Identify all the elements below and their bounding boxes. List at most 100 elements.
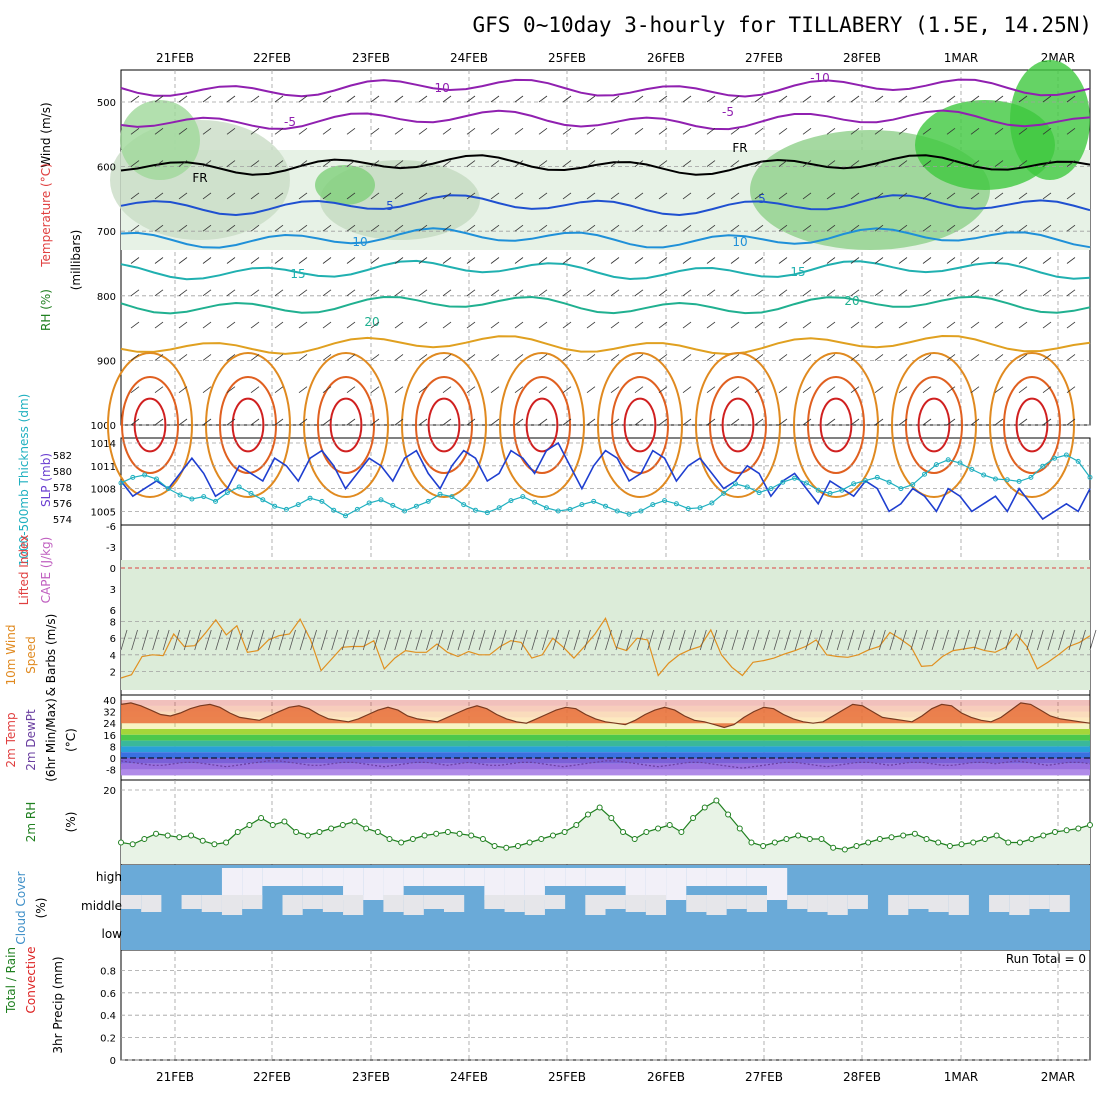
- wind-barb: [226, 321, 236, 329]
- thickness-marker: [449, 494, 455, 500]
- rh-marker: [1087, 822, 1093, 828]
- wind-barb: [682, 386, 692, 394]
- wind-barb: [394, 224, 404, 232]
- wind-barb: [130, 257, 140, 264]
- wind-barb: [658, 321, 668, 329]
- thickness-marker: [591, 498, 597, 504]
- surface-isotherm: [793, 352, 879, 498]
- wind-barb: [586, 224, 596, 232]
- wind-barb: [874, 354, 884, 361]
- wind-barb: [586, 386, 596, 394]
- wind-barb: [562, 354, 572, 361]
- wind-barb: [346, 95, 356, 103]
- rh-marker: [923, 836, 930, 842]
- rh-marker: [153, 830, 160, 837]
- wind-barb: [706, 386, 716, 394]
- wind-barb: [730, 192, 740, 200]
- wind-barb: [394, 127, 404, 135]
- thickness-marker: [614, 508, 620, 514]
- wind-barb: [490, 354, 500, 361]
- wind-barb: [274, 192, 284, 200]
- wind-barb-10m: [931, 629, 939, 651]
- wind-barb: [706, 127, 716, 135]
- wind-barb: [514, 289, 524, 297]
- isotherm-label: -10: [430, 81, 450, 95]
- wind-barb: [1066, 386, 1076, 394]
- rh-marker: [1005, 839, 1012, 846]
- thickness-marker: [662, 498, 668, 504]
- cloud-high-gap: [504, 868, 525, 900]
- wind-barb: [418, 289, 428, 297]
- wind-barb: [250, 160, 260, 167]
- cloud-high-gap: [645, 868, 667, 900]
- rh-marker: [164, 832, 171, 839]
- wind-barb: [658, 289, 668, 297]
- wind-barb: [226, 160, 236, 167]
- wind-speed-label: Speed: [24, 636, 38, 674]
- wind-barb: [778, 127, 788, 135]
- precip-tick: 0.4: [100, 1011, 116, 1022]
- wind-barb: [826, 289, 836, 297]
- wind-barb: [562, 160, 572, 167]
- cloud-mid-gap: [121, 895, 142, 909]
- run-total-label: Run Total = 0: [1006, 952, 1086, 966]
- thickness-marker: [1075, 458, 1081, 464]
- wind-barb: [682, 95, 692, 103]
- slp-tick: 1011: [91, 462, 116, 473]
- rh-marker: [1028, 836, 1035, 842]
- wind-barb: [466, 418, 476, 426]
- wind-barb: [946, 257, 956, 264]
- wind-barb: [826, 418, 836, 426]
- isotherm-label: 15: [790, 265, 805, 279]
- wind-barb: [802, 354, 812, 361]
- wind-barb-10m: [247, 629, 254, 651]
- wind-barb: [658, 386, 668, 394]
- cloud-high-gap: [262, 868, 283, 886]
- rh-marker: [258, 815, 265, 821]
- wind-barb: [1018, 224, 1028, 232]
- wind-barb: [346, 127, 356, 135]
- cloud-high-gap: [444, 868, 465, 886]
- wind-barb: [1042, 224, 1052, 232]
- wind-barb: [682, 160, 692, 167]
- wind-barb: [802, 321, 812, 329]
- isotherm-label: 20: [364, 315, 379, 329]
- surface-isotherm: [905, 376, 963, 474]
- wind-barb-10m: [626, 629, 633, 651]
- pressure-tick: 600: [97, 163, 116, 174]
- rh-marker: [491, 843, 498, 849]
- wind-barb-10m: [531, 629, 539, 651]
- rh-marker: [795, 832, 802, 839]
- wind-barb: [634, 224, 644, 232]
- date-label-bottom: 1MAR: [944, 1070, 979, 1084]
- thickness-marker: [189, 496, 195, 502]
- thickness-marker: [744, 484, 750, 490]
- wind-barb: [730, 354, 740, 361]
- wind-barb: [322, 321, 332, 329]
- wind-barb: [490, 289, 500, 297]
- rh-marker: [783, 836, 790, 842]
- wind-barb: [274, 95, 284, 103]
- rh-marker: [993, 832, 1000, 839]
- wind-barb: [178, 354, 188, 361]
- wind-barb: [850, 192, 860, 200]
- wind-barb: [946, 354, 956, 361]
- cloud-high-gap: [746, 868, 767, 886]
- wind-barb: [586, 289, 596, 297]
- wind-barb: [442, 321, 452, 329]
- rh-marker: [690, 815, 697, 821]
- pressure-tick: 500: [97, 98, 116, 109]
- surface-isotherm: [107, 352, 193, 498]
- surface-isotherm: [695, 352, 781, 498]
- wind-barb: [274, 160, 284, 167]
- wind-barb: [226, 192, 236, 200]
- precip-tick: 0.6: [100, 989, 116, 1000]
- cloud-high-gap: [383, 868, 404, 900]
- wind-barb-10m: [973, 629, 981, 651]
- wind-barb: [178, 257, 188, 264]
- isotherm-line: [120, 295, 1091, 315]
- wind-barb: [418, 418, 428, 426]
- thickness-marker: [343, 513, 349, 519]
- temp-band: [121, 723, 1090, 729]
